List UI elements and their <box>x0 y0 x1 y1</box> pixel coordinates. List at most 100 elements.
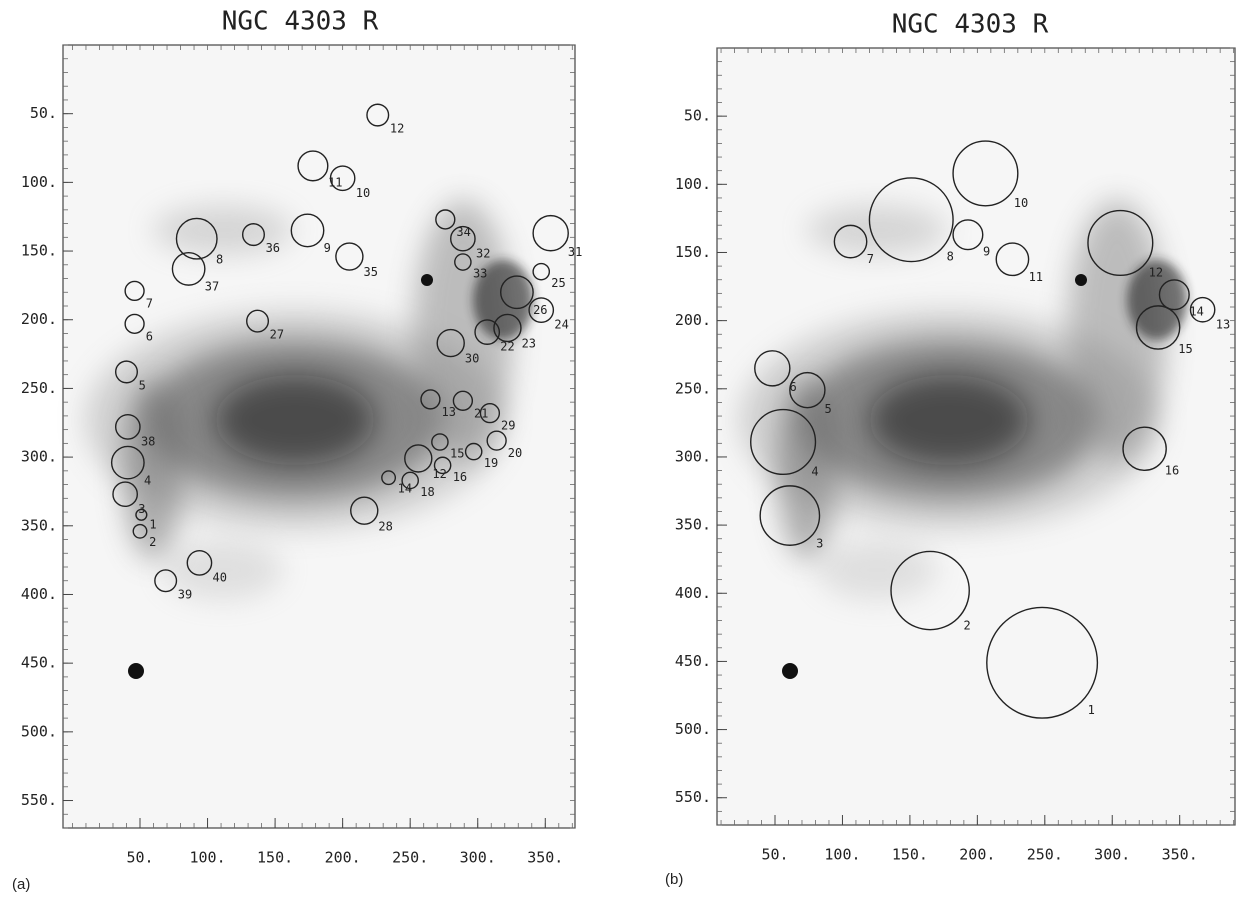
region-label: 12 <box>1149 266 1163 280</box>
x-tick-label: 150. <box>257 849 293 867</box>
region-label: 32 <box>476 246 490 260</box>
region-circle <box>112 481 139 508</box>
panel-label: (b) <box>665 871 683 888</box>
region-circle <box>132 523 148 539</box>
galaxy-light <box>413 200 513 460</box>
panel-b: 50. 100. 150. 200. 250. 300. 350. 50. 100. 150. 20… <box>665 10 1236 888</box>
region-circle <box>114 360 139 384</box>
region-label: 40 <box>213 570 227 584</box>
region-circle <box>246 309 270 333</box>
region-circle <box>759 485 821 546</box>
region-circle <box>114 414 141 440</box>
region-label: 3 <box>138 502 145 516</box>
x-tick-label: 350. <box>1162 846 1198 864</box>
region-circle <box>1189 296 1216 323</box>
y-tick-label: 450. <box>21 654 57 672</box>
region-circle <box>486 430 507 451</box>
region-label: 10 <box>1014 196 1028 210</box>
region-label: 14 <box>398 481 412 495</box>
region-circle <box>335 242 364 271</box>
region-circle <box>995 242 1030 277</box>
region-label: 7 <box>146 296 153 310</box>
foreground-star <box>128 663 144 679</box>
x-tick-label: 200. <box>325 849 361 867</box>
y-tick-label: 550. <box>21 791 57 809</box>
region-circle <box>366 103 390 127</box>
panel-label: (a) <box>12 876 30 893</box>
x-tick-label: 50. <box>126 849 153 867</box>
foreground-star <box>782 663 798 679</box>
y-tick-label: 50. <box>684 107 711 125</box>
x-tick-label: 150. <box>892 846 928 864</box>
region-label: 25 <box>551 276 565 290</box>
y-tick-label: 550. <box>675 788 711 806</box>
region-label: 1 <box>149 517 156 531</box>
region-label: 12 <box>390 122 404 136</box>
region-label: 5 <box>825 402 832 416</box>
region-circle <box>1087 209 1154 277</box>
y-tick-label: 350. <box>675 516 711 534</box>
region-label: 18 <box>420 485 434 499</box>
region-label: 27 <box>270 328 284 342</box>
region-circle <box>986 606 1099 719</box>
y-tick-label: 200. <box>21 310 57 328</box>
region-circle <box>436 328 465 358</box>
region-circle <box>381 470 397 486</box>
region-circle <box>464 442 483 461</box>
region-circle <box>431 433 449 451</box>
region-label: 31 <box>568 245 582 259</box>
region-label: 22 <box>500 340 514 354</box>
y-tick-label: 400. <box>21 585 57 603</box>
region-circle <box>754 350 791 387</box>
region-circle <box>124 280 145 302</box>
y-tick-label: 500. <box>21 722 57 740</box>
region-circle <box>868 177 954 263</box>
y-tick-label: 150. <box>675 243 711 261</box>
region-label: 15 <box>1178 342 1192 356</box>
region-circle <box>401 471 419 490</box>
y-tick-label: 250. <box>21 379 57 397</box>
region-label: 15 <box>450 447 464 461</box>
region-label: 6 <box>146 329 153 343</box>
region-label: 7 <box>867 252 874 266</box>
galaxy-light <box>123 380 183 560</box>
region-circle <box>528 297 555 323</box>
y-tick-label: 500. <box>675 720 711 738</box>
region-circle <box>890 550 970 631</box>
region-label: 6 <box>789 380 796 394</box>
region-circle <box>350 496 379 525</box>
region-circle <box>135 508 148 521</box>
region-label: 2 <box>963 618 970 632</box>
region-label: 39 <box>178 587 192 601</box>
region-circle <box>435 209 456 230</box>
galaxy-light <box>807 205 947 255</box>
x-tick-label: 250. <box>392 849 428 867</box>
y-tick-label: 250. <box>675 379 711 397</box>
region-circle <box>1158 279 1190 311</box>
region-label: 28 <box>378 519 392 533</box>
region-label: 8 <box>216 252 223 266</box>
region-label: 24 <box>554 318 568 332</box>
region-label: 13 <box>1216 317 1230 331</box>
y-tick-label: 150. <box>21 242 57 260</box>
region-label: 29 <box>501 419 515 433</box>
y-tick-label: 400. <box>675 584 711 602</box>
x-tick-label: 250. <box>1027 846 1063 864</box>
region-circle <box>450 225 476 252</box>
region-label: 14 <box>1189 304 1203 318</box>
galaxy-light <box>85 310 505 530</box>
region-label: 34 <box>456 225 470 239</box>
region-label: 1 <box>1088 703 1095 717</box>
region-label: 4 <box>811 465 818 479</box>
region-label: 5 <box>139 379 146 393</box>
region-circle <box>420 389 441 410</box>
region-circle <box>171 251 206 286</box>
galaxy-light <box>153 205 293 255</box>
region-label: 9 <box>324 241 331 255</box>
region-label: 26 <box>533 303 547 317</box>
region-circle <box>952 219 984 251</box>
y-tick-label: 450. <box>675 652 711 670</box>
region-label: 33 <box>473 267 487 281</box>
